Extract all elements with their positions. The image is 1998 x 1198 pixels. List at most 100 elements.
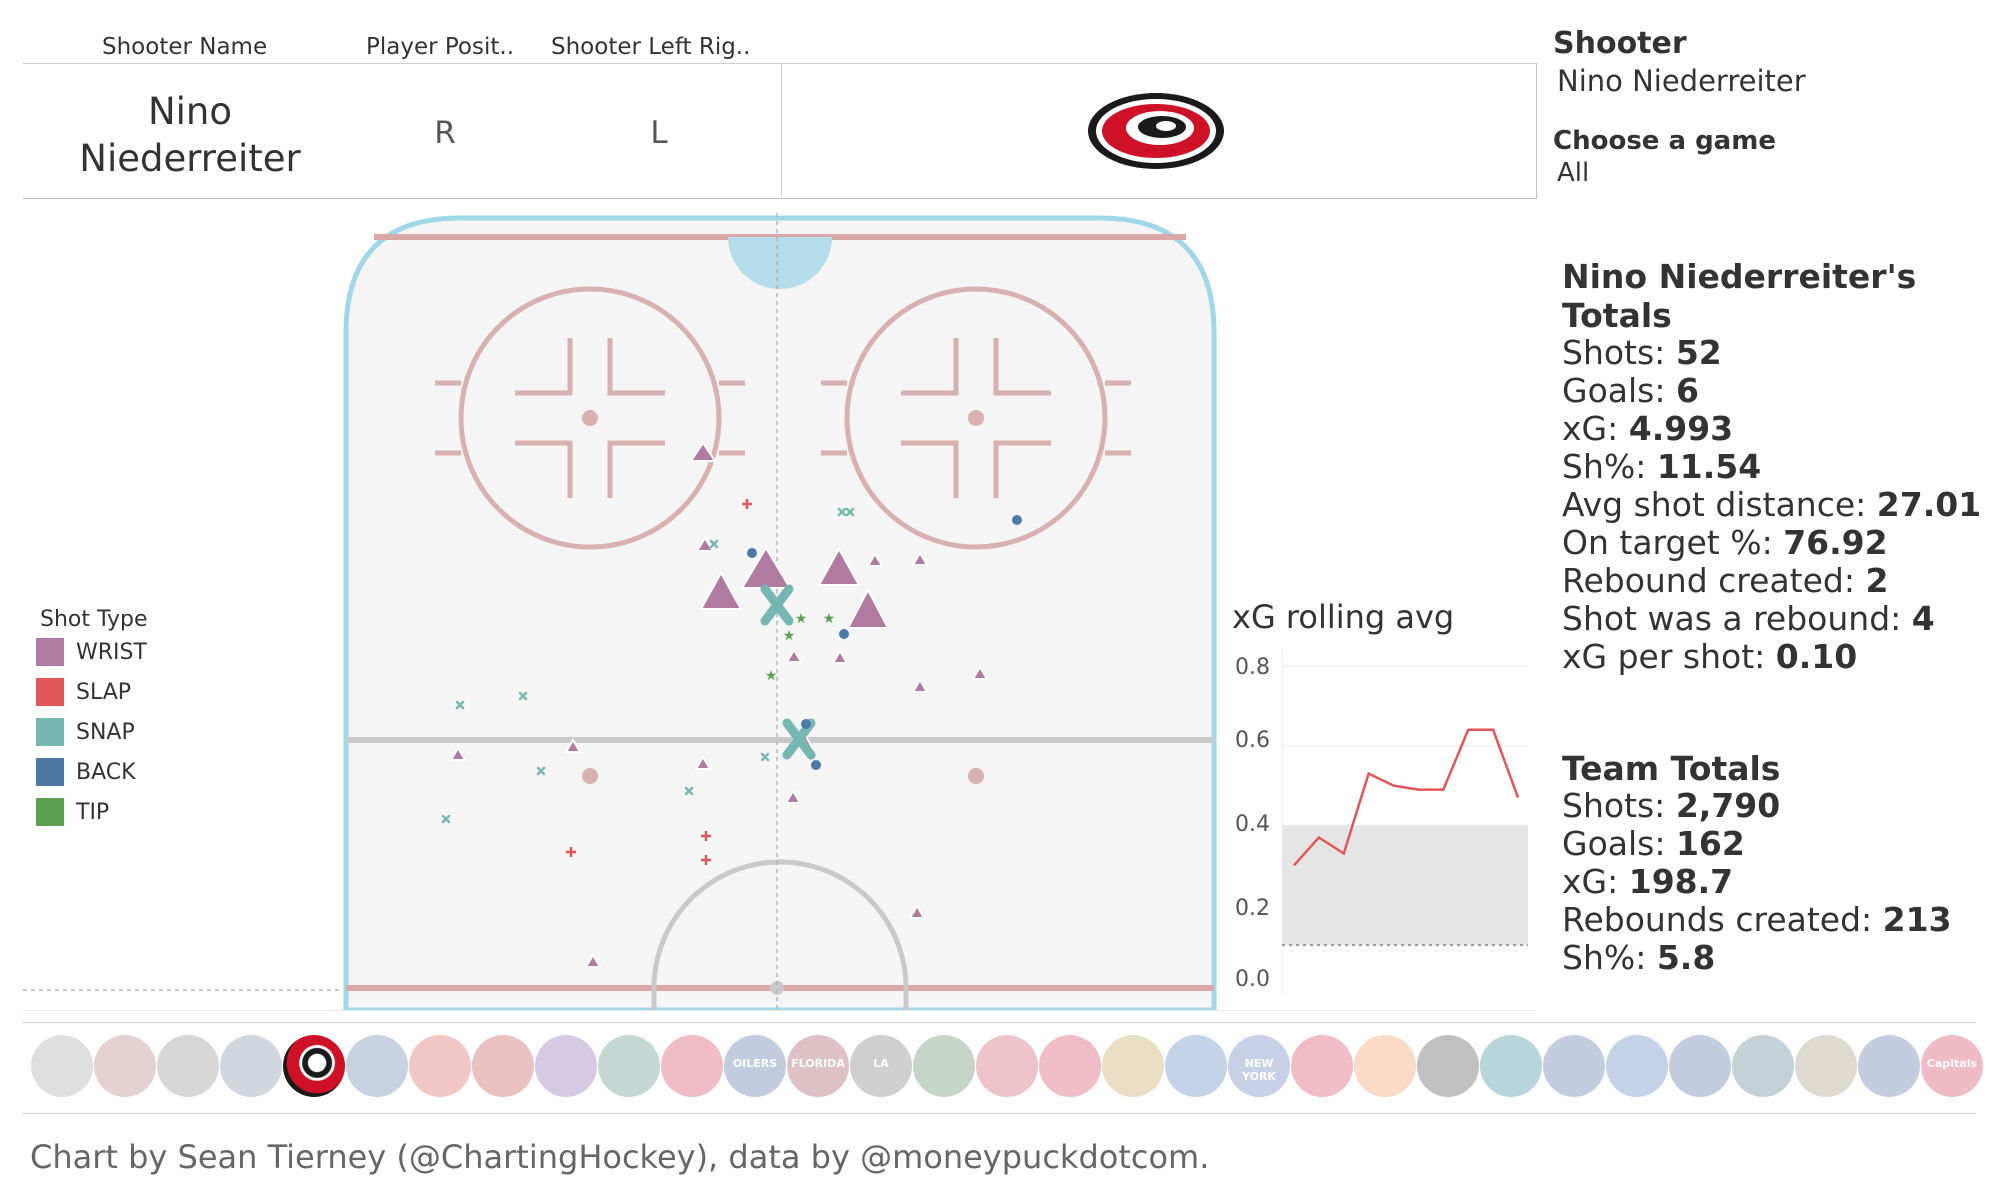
axis-zero-line [23, 989, 343, 991]
team-logo-text: OILERS [732, 1057, 778, 1070]
game-filter-value[interactable]: All [1557, 158, 1590, 188]
team-logo-calgary[interactable] [409, 1035, 471, 1097]
stat-label: Shot was a rebound: [1562, 599, 1902, 638]
team-logo-san-jose[interactable] [1480, 1035, 1542, 1097]
team-logo-chicago[interactable] [472, 1035, 534, 1097]
carolina-hurricanes-logo [1088, 93, 1224, 169]
xg-rolling-line [1293, 728, 1520, 867]
legend-label: TIP [76, 800, 110, 825]
stat-label: Goals: [1562, 371, 1666, 410]
team-totals-title: Team Totals [1562, 749, 1781, 788]
team-logo-text: NEW YORK [1242, 1057, 1276, 1083]
player-stat-on-target: On target %: 76.92 [1562, 524, 1888, 562]
team-logo-st-louis[interactable] [1543, 1035, 1605, 1097]
legend-swatch [36, 638, 64, 666]
player-stat-xg-per-shot: xG per shot: 0.10 [1562, 638, 1857, 676]
team-logo-buffalo[interactable] [220, 1035, 282, 1097]
shot-map-panel [23, 213, 1536, 1011]
team-logo-vegas[interactable] [1795, 1035, 1857, 1097]
stat-value: 162 [1675, 824, 1745, 863]
team-logo-minnesota[interactable] [913, 1035, 975, 1097]
player-stat-shots: Shots: 52 [1562, 334, 1722, 372]
team-logo-pittsburgh[interactable] [1417, 1035, 1479, 1097]
team-logo-columbus[interactable] [346, 1035, 408, 1097]
shot-backhand [811, 760, 821, 770]
shot-snap [455, 700, 465, 710]
shot-tip: ★ [783, 628, 796, 644]
stat-label: On target %: [1562, 523, 1773, 562]
shot-wrist [831, 649, 849, 664]
player-stat-xg: xG: 4.993 [1562, 410, 1733, 448]
stat-value: 52 [1675, 333, 1722, 372]
player-stat-avg-distance: Avg shot distance: 27.01 [1562, 486, 1981, 524]
stat-label: Avg shot distance: [1562, 485, 1867, 524]
legend-label: SNAP [76, 720, 135, 745]
shot-snap [536, 766, 546, 776]
team-stat-rebounds: Rebounds created: 213 [1562, 901, 1952, 939]
team-logo-ottawa[interactable] [1291, 1035, 1353, 1097]
team-logo-washington[interactable]: Capitals [1921, 1035, 1983, 1097]
team-stat-sh-pct: Sh%: 5.8 [1562, 939, 1715, 977]
team-logo-ny-islanders[interactable] [1165, 1035, 1227, 1097]
shot-wrist [908, 904, 926, 919]
team-logo-winnipeg[interactable] [1858, 1035, 1920, 1097]
footer-credit: Chart by Sean Tierney (@ChartingHockey),… [30, 1138, 1210, 1176]
shot-snap [845, 507, 855, 517]
team-logo-carolina[interactable] [283, 1035, 345, 1097]
team-logo-florida[interactable]: FLORIDA [787, 1035, 849, 1097]
team-logo-bar: OILERS FLORIDA LA NEW YORK Capitals [23, 1022, 1983, 1114]
stat-label: xG per shot: [1562, 637, 1766, 676]
team-logo-text: FLORIDA [791, 1057, 845, 1070]
shooter-name-first: Nino [147, 90, 233, 133]
team-logo-los-angeles[interactable]: LA [850, 1035, 912, 1097]
player-totals-title-line1: Nino Niederreiter's [1562, 257, 1917, 296]
team-logo-toronto[interactable] [1669, 1035, 1731, 1097]
stat-value: 0.10 [1775, 637, 1858, 676]
team-logo-philadelphia[interactable] [1354, 1035, 1416, 1097]
team-logo-nashville[interactable] [1102, 1035, 1164, 1097]
team-stat-shots: Shots: 2,790 [1562, 787, 1780, 825]
team-logo-arizona[interactable] [94, 1035, 156, 1097]
shot-wrist [564, 738, 582, 753]
shot-backhand [747, 548, 757, 558]
shooter-handedness[interactable]: L [650, 115, 668, 151]
team-logo-boston[interactable] [157, 1035, 219, 1097]
shot-snap [760, 584, 794, 626]
team-logo-detroit[interactable] [661, 1035, 723, 1097]
stat-label: xG: [1562, 862, 1619, 901]
legend-label: SLAP [76, 680, 132, 705]
shooter-filter-label: Shooter [1553, 26, 1687, 61]
shooter-filter-value[interactable]: Nino Niederreiter [1557, 64, 1806, 98]
stat-label: Shots: [1562, 333, 1666, 372]
team-logo-edmonton[interactable]: OILERS [724, 1035, 786, 1097]
shooter-name-last: Niederreiter [79, 137, 301, 180]
y-tick-label: 0.6 [1235, 728, 1270, 753]
stat-label: Sh%: [1562, 938, 1647, 977]
stat-value: 11.54 [1656, 447, 1762, 486]
team-logo-anaheim[interactable] [31, 1035, 93, 1097]
shot-wrist [699, 570, 743, 610]
shot-slap [701, 855, 711, 865]
team-logo-colorado[interactable] [535, 1035, 597, 1097]
team-logo-new-jersey[interactable] [1039, 1035, 1101, 1097]
y-tick-label: 0.8 [1235, 655, 1270, 680]
player-stat-sh-pct: Sh%: 11.54 [1562, 448, 1761, 486]
stat-value: 4 [1911, 599, 1935, 638]
legend-swatch [36, 758, 64, 786]
team-logo-ny-rangers[interactable]: NEW YORK [1228, 1035, 1290, 1097]
shot-wrist [584, 953, 602, 968]
y-tick-label: 0.4 [1235, 812, 1270, 837]
stat-label: Shots: [1562, 786, 1666, 825]
stat-value: 27.01 [1876, 485, 1982, 524]
player-stat-goals: Goals: 6 [1562, 372, 1699, 410]
team-logo-vancouver[interactable] [1732, 1035, 1794, 1097]
shot-snap [709, 539, 719, 549]
shot-backhand [801, 719, 811, 729]
shooter-name[interactable]: Nino Niederreiter [40, 88, 340, 182]
shot-wrist [866, 552, 884, 567]
team-logo-montreal[interactable] [976, 1035, 1038, 1097]
shot-wrist [694, 755, 712, 770]
player-position[interactable]: R [434, 115, 456, 151]
team-logo-tampa-bay[interactable] [1606, 1035, 1668, 1097]
team-logo-dallas[interactable] [598, 1035, 660, 1097]
